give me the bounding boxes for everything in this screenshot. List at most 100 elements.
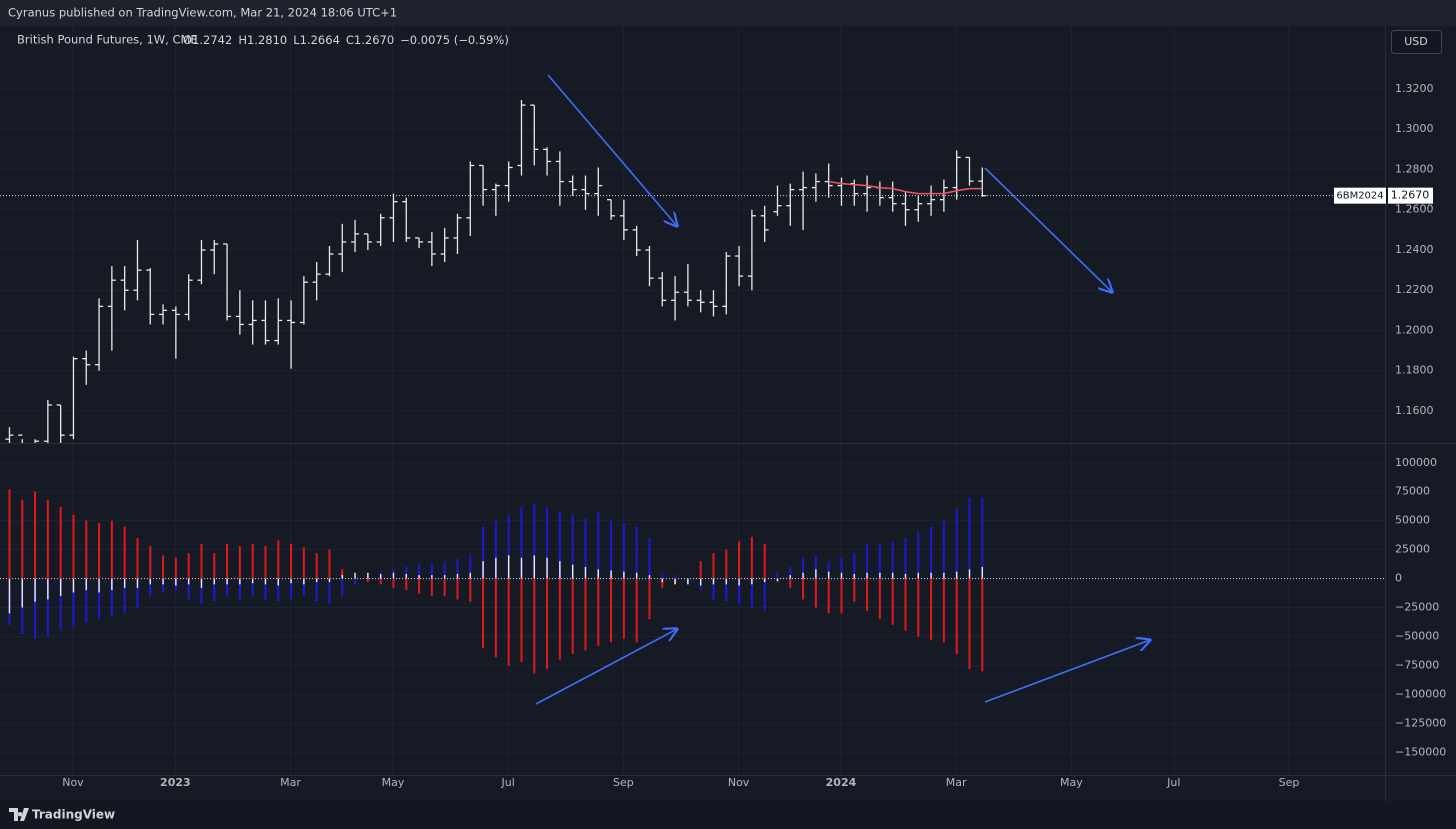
histogram-bar [354, 572, 356, 579]
x-tick-label: Sep [613, 776, 634, 789]
histogram-bar [571, 578, 574, 654]
legend: British Pound Futures, 1W, CME O1.2742 H1… [17, 33, 509, 47]
legend-value: 1.2742 [192, 33, 232, 47]
histogram-bar [559, 561, 561, 579]
histogram-bar [149, 578, 151, 585]
histogram-bar [942, 520, 945, 579]
legend-key: O [183, 33, 192, 47]
bottom-grid [0, 444, 1385, 775]
legend-value: 1.2664 [300, 33, 340, 47]
histogram-bar [917, 532, 920, 579]
histogram-bar [187, 553, 190, 579]
histogram-bar [46, 499, 49, 579]
histogram-bar [315, 553, 318, 579]
y-tick-label: 1.3200 [1395, 82, 1434, 95]
histogram-bar [584, 518, 587, 579]
histogram-bar [341, 575, 343, 579]
histogram-bar [418, 564, 421, 579]
histogram-bar [955, 578, 958, 654]
histogram-bar [149, 546, 152, 579]
histogram-bar [558, 578, 561, 660]
axes: Nov 2023 Mar May Jul Sep Nov 2024 Mar May Jul Sep 1.… [0, 82, 1446, 789]
y-tick-label: 1.2000 [1395, 323, 1434, 336]
price-label: 1.2670 [1391, 189, 1430, 202]
histogram-bar [635, 578, 638, 643]
histogram-bar [34, 578, 37, 639]
x-tick-label: Mar [946, 776, 967, 789]
currency-button[interactable] [1391, 30, 1442, 54]
histogram-bar [738, 578, 741, 605]
histogram-bar [443, 561, 446, 579]
histogram-bar [174, 557, 177, 579]
histogram-bar [46, 578, 49, 637]
histogram-bar [584, 566, 587, 579]
histogram-bar [866, 543, 869, 579]
histogram-bar [187, 578, 190, 600]
y-tick-label: 1.2400 [1395, 243, 1434, 256]
histogram-bar [930, 578, 933, 640]
y-tick-label: 1.1800 [1395, 364, 1434, 377]
y-tick-label: 25000 [1395, 543, 1430, 556]
histogram-bar [533, 578, 536, 674]
histogram-bar [917, 578, 920, 637]
y-tick-label: 75000 [1395, 485, 1430, 498]
arrow [984, 640, 1150, 703]
histogram-bar [328, 578, 331, 583]
histogram-bar [840, 572, 843, 579]
histogram-bar [341, 578, 344, 596]
histogram-bar [149, 578, 152, 596]
brand-logo: TradingView [9, 808, 115, 822]
histogram-bar [533, 503, 536, 579]
histogram-bar [712, 578, 715, 600]
histogram-bar [738, 578, 740, 586]
histogram-bar [520, 506, 523, 579]
arrow [984, 167, 1112, 292]
histogram-bar [200, 543, 203, 579]
histogram-bar [558, 511, 561, 579]
histogram-bar [622, 578, 625, 639]
x-tick-label: 2023 [160, 776, 191, 789]
x-tick-label: May [382, 776, 405, 789]
histogram-bar [546, 578, 549, 669]
histogram-bar [981, 578, 984, 672]
top-bar [0, 0, 1456, 26]
histogram-bar [482, 578, 485, 649]
histogram-bar [303, 578, 305, 585]
y-tick-label: −50000 [1395, 629, 1439, 642]
histogram-bar [840, 578, 843, 614]
histogram-bar [763, 578, 766, 612]
histogram-bar [226, 543, 229, 579]
arrow [547, 74, 677, 226]
histogram-bar [955, 509, 958, 579]
histogram-bar [238, 546, 241, 579]
histogram-bar [814, 578, 817, 608]
histogram-bar [123, 526, 126, 579]
histogram-bar [738, 541, 741, 579]
brand-name: TradingView [32, 808, 115, 822]
legend-value: 1.2810 [247, 33, 287, 47]
histogram-bar [674, 575, 677, 579]
y-tick-label: 100000 [1395, 456, 1437, 469]
x-tick-label: Sep [1279, 776, 1300, 789]
histogram-bar [981, 566, 983, 579]
histogram-bar [162, 578, 164, 585]
histogram-bar [277, 578, 279, 586]
histogram-bar [136, 578, 139, 588]
histogram-bar [635, 572, 638, 579]
histogram-bar [610, 520, 613, 579]
y-tick-label: −25000 [1395, 601, 1439, 614]
histogram-bar [469, 555, 472, 579]
histogram-bar [21, 499, 24, 579]
histogram-bar [725, 578, 727, 585]
price-pane [5, 100, 987, 443]
chart-area [0, 26, 1456, 801]
histogram-bar [520, 557, 523, 579]
currency-label[interactable]: USD [1404, 35, 1428, 48]
histogram-bar [546, 557, 548, 579]
histogram-bar [930, 526, 933, 579]
histogram-bar [405, 578, 408, 591]
price-label-box [1388, 187, 1433, 204]
histogram-bar [264, 546, 267, 579]
histogram-bar [405, 573, 407, 579]
